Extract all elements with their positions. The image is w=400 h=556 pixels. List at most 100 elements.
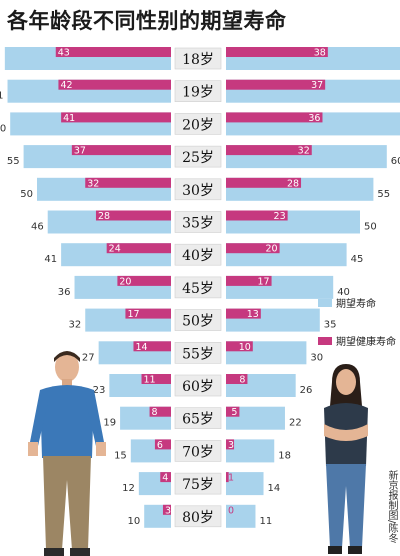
left-healthy-value: 42 xyxy=(60,80,72,91)
right-life-value: 14 xyxy=(268,483,281,494)
woman-figure-image xyxy=(324,364,368,554)
right-life-bar xyxy=(226,406,285,430)
left-healthy-value: 43 xyxy=(58,48,70,59)
left-healthy-bar xyxy=(71,145,171,156)
age-label-box xyxy=(174,145,222,168)
credit-text: 新京报制图/陈冬 xyxy=(386,470,397,544)
legend-swatch-healthy-life-expectancy xyxy=(318,336,332,345)
left-healthy-bar xyxy=(58,79,171,90)
legend-label-healthy-life-expectancy: 期望健康寿命 xyxy=(336,337,396,348)
left-healthy-bar xyxy=(160,472,171,483)
age-label-box xyxy=(174,341,222,364)
right-healthy-value: 23 xyxy=(274,211,286,222)
legend-item-healthy-life-expectancy: 期望健康寿命 xyxy=(318,333,396,348)
right-healthy-value: 13 xyxy=(247,309,259,320)
right-healthy-value: 1 xyxy=(228,473,234,484)
age-label-box xyxy=(174,178,222,201)
right-healthy-bar xyxy=(226,308,261,319)
left-life-value: 19 xyxy=(103,418,116,429)
right-healthy-value: 20 xyxy=(266,244,278,255)
left-life-value: 23 xyxy=(93,385,106,396)
legend-label-life-expectancy: 期望寿命 xyxy=(336,299,376,310)
left-healthy-value: 20 xyxy=(119,276,131,287)
right-life-value: 35 xyxy=(324,320,337,331)
left-healthy-value: 11 xyxy=(144,375,156,386)
left-life-value: 10 xyxy=(127,516,140,527)
right-life-value: 30 xyxy=(310,352,323,363)
right-healthy-value: 37 xyxy=(311,80,323,91)
age-label-box xyxy=(174,211,222,233)
left-life-value: 27 xyxy=(82,352,95,363)
age-label: 65岁 xyxy=(182,412,214,428)
chart-title: 各年龄段不同性别的期望寿命 xyxy=(7,9,287,33)
right-healthy-value: 10 xyxy=(239,342,251,353)
left-life-value: 46 xyxy=(31,222,44,233)
left-healthy-value: 28 xyxy=(98,211,110,222)
left-healthy-bar xyxy=(162,504,171,515)
left-healthy-value: 6 xyxy=(157,440,163,451)
right-healthy-bar xyxy=(226,177,302,188)
right-life-value: 45 xyxy=(351,254,364,265)
left-healthy-bar xyxy=(133,341,171,352)
left-healthy-bar xyxy=(125,308,171,319)
age-label: 45岁 xyxy=(182,281,214,297)
left-life-value: 36 xyxy=(58,287,71,298)
age-label: 30岁 xyxy=(182,183,214,199)
right-healthy-bar xyxy=(226,210,288,221)
left-healthy-bar xyxy=(149,406,171,417)
left-healthy-bar xyxy=(117,275,171,286)
age-label: 80岁 xyxy=(182,510,214,526)
left-healthy-value: 3 xyxy=(165,505,171,516)
legend-swatch-life-expectancy xyxy=(318,298,332,307)
age-label-box xyxy=(174,276,222,299)
left-healthy-bar xyxy=(106,243,171,254)
left-healthy-value: 14 xyxy=(135,342,147,353)
left-healthy-bar xyxy=(141,374,171,384)
age-label: 60岁 xyxy=(182,379,214,395)
right-life-value: 50 xyxy=(364,222,377,233)
right-healthy-bar xyxy=(226,341,253,352)
right-healthy-bar xyxy=(226,406,240,417)
right-life-value: 26 xyxy=(300,385,313,396)
right-life-bar xyxy=(226,504,256,528)
left-life-value: 15 xyxy=(114,450,127,461)
age-label-box xyxy=(174,80,222,102)
left-life-value: 50 xyxy=(20,189,33,200)
age-label: 20岁 xyxy=(182,117,214,133)
left-healthy-value: 8 xyxy=(152,407,158,418)
right-life-bar xyxy=(226,439,275,463)
right-healthy-bar xyxy=(226,472,229,483)
left-healthy-bar xyxy=(85,177,171,188)
right-healthy-value: 28 xyxy=(287,178,299,189)
left-life-value: 55 xyxy=(7,156,20,167)
left-life-value: 62 xyxy=(0,58,1,69)
age-label-box xyxy=(174,407,222,430)
legend-item-life-expectancy: 期望寿命 xyxy=(318,295,376,310)
left-life-value: 32 xyxy=(69,320,82,331)
right-healthy-bar xyxy=(226,439,235,450)
age-label: 70岁 xyxy=(182,444,214,460)
right-life-value: 18 xyxy=(278,450,291,461)
age-label-box xyxy=(174,243,222,266)
age-label: 75岁 xyxy=(182,477,214,493)
right-healthy-value: 38 xyxy=(314,48,326,59)
left-life-value: 12 xyxy=(122,483,135,494)
age-label-box xyxy=(174,472,222,495)
age-label-box xyxy=(174,309,222,331)
age-label: 40岁 xyxy=(182,248,214,264)
right-life-value: 60 xyxy=(391,156,400,167)
left-healthy-value: 41 xyxy=(63,113,75,124)
right-healthy-bar xyxy=(226,145,312,156)
age-label: 35岁 xyxy=(182,216,214,232)
left-life-value: 61 xyxy=(0,91,4,102)
right-healthy-value: 17 xyxy=(257,276,269,287)
right-life-bar xyxy=(226,472,264,496)
right-healthy-value: 3 xyxy=(228,440,234,451)
right-healthy-bar xyxy=(226,47,328,57)
age-label: 50岁 xyxy=(182,314,214,330)
age-label: 55岁 xyxy=(182,346,214,362)
age-label-box xyxy=(174,113,222,135)
age-label: 25岁 xyxy=(182,150,214,166)
left-healthy-value: 4 xyxy=(162,473,168,484)
